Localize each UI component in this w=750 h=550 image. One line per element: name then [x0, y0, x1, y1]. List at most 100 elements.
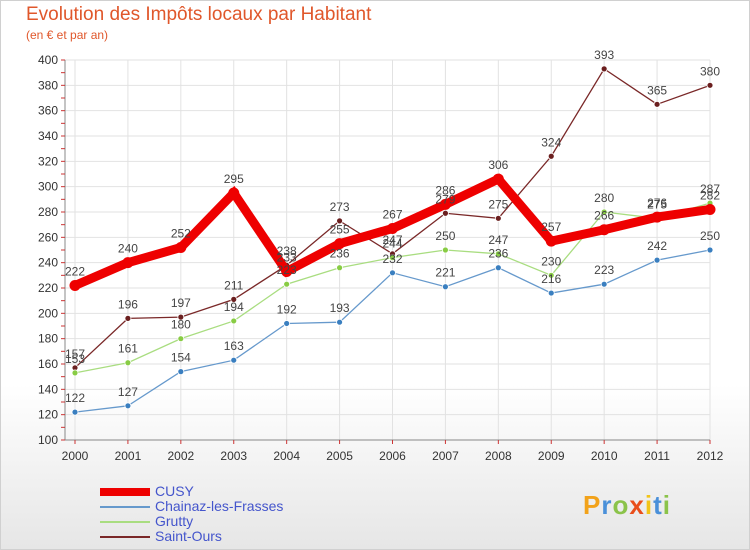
data-point-saint-ours	[547, 152, 555, 160]
y-tick-label: 120	[38, 408, 58, 422]
data-point-chainaz-les-frasses	[283, 320, 291, 327]
data-point-chainaz-les-frasses	[653, 256, 661, 264]
data-label-grutty: 153	[65, 352, 85, 366]
data-point-cusy	[281, 266, 293, 278]
logo-letter: o	[612, 490, 630, 520]
data-label-chainaz-les-frasses: 154	[171, 351, 191, 365]
x-tick-label: 2005	[326, 449, 353, 463]
data-point-chainaz-les-frasses	[230, 356, 238, 364]
data-label-cusy: 252	[171, 226, 191, 240]
proxiti-logo: Proxiti	[583, 490, 671, 521]
data-point-grutty	[230, 317, 238, 325]
x-tick-label: 2006	[379, 449, 406, 463]
data-point-cusy	[704, 203, 716, 215]
x-tick-label: 2008	[485, 449, 512, 463]
data-point-chainaz-les-frasses	[177, 368, 185, 376]
legend-swatch	[100, 536, 150, 538]
data-label-grutty: 280	[594, 191, 614, 205]
data-point-grutty	[494, 250, 502, 258]
x-tick-label: 2001	[115, 449, 142, 463]
y-tick-label: 140	[38, 382, 58, 396]
data-label-saint-ours: 247	[382, 233, 402, 247]
data-point-saint-ours	[230, 295, 238, 303]
data-point-saint-ours	[494, 214, 502, 222]
data-label-cusy: 295	[224, 172, 244, 186]
data-point-saint-ours	[706, 81, 714, 89]
y-tick-label: 180	[38, 332, 58, 346]
legend-swatch	[100, 488, 150, 496]
legend-swatch	[100, 521, 150, 523]
x-tick-label: 2009	[538, 449, 565, 463]
data-label-chainaz-les-frasses: 232	[382, 252, 402, 266]
data-label-saint-ours: 275	[488, 197, 508, 211]
data-point-saint-ours	[177, 313, 185, 321]
data-label-chainaz-les-frasses: 122	[65, 391, 85, 405]
data-label-cusy: 276	[647, 196, 667, 210]
x-tick-label: 2000	[62, 449, 89, 463]
y-tick-label: 200	[38, 306, 58, 320]
data-label-saint-ours: 273	[330, 200, 350, 214]
legend-label: Chainaz-les-Frasses	[155, 498, 284, 514]
data-point-chainaz-les-frasses	[124, 402, 132, 410]
data-point-chainaz-les-frasses	[71, 408, 79, 416]
y-tick-label: 300	[38, 180, 58, 194]
data-point-chainaz-les-frasses	[494, 264, 502, 272]
legend-label: Grutty	[155, 513, 194, 529]
data-point-cusy	[69, 279, 81, 291]
data-label-cusy: 240	[118, 242, 138, 256]
data-point-saint-ours	[124, 314, 132, 322]
data-label-grutty: 223	[277, 263, 297, 277]
data-label-chainaz-les-frasses: 223	[594, 263, 614, 277]
data-label-saint-ours: 157	[65, 347, 85, 361]
data-point-cusy	[545, 235, 557, 247]
x-tick-label: 2003	[220, 449, 247, 463]
data-point-cusy	[598, 224, 610, 236]
data-label-grutty: 180	[171, 318, 191, 332]
data-label-grutty: 236	[330, 247, 350, 261]
y-tick-label: 100	[38, 433, 58, 447]
data-point-chainaz-les-frasses	[706, 246, 714, 254]
data-label-saint-ours: 365	[647, 83, 667, 97]
data-label-grutty: 247	[488, 233, 508, 247]
data-point-cusy	[387, 222, 398, 234]
data-point-chainaz-les-frasses	[336, 318, 343, 326]
data-point-grutty	[71, 369, 79, 377]
data-label-cusy: 266	[594, 209, 614, 223]
data-label-chainaz-les-frasses: 163	[224, 339, 244, 353]
y-tick-label: 260	[38, 230, 58, 244]
x-tick-label: 2012	[697, 449, 724, 463]
data-point-grutty	[600, 208, 608, 216]
data-point-cusy	[228, 187, 240, 199]
data-point-cusy	[334, 238, 346, 250]
logo-letter: P	[583, 490, 602, 520]
data-label-cusy: 233	[277, 251, 297, 265]
data-label-chainaz-les-frasses: 242	[647, 239, 667, 253]
legend-label: CUSY	[155, 483, 194, 499]
y-tick-label: 400	[38, 53, 58, 67]
x-tick-label: 2011	[644, 449, 670, 463]
data-label-chainaz-les-frasses: 236	[488, 247, 508, 261]
data-label-chainaz-les-frasses: 221	[435, 266, 455, 280]
data-label-saint-ours: 238	[277, 244, 297, 258]
data-point-cusy	[122, 257, 134, 269]
data-label-saint-ours: 279	[435, 192, 455, 206]
data-label-cusy: 222	[65, 264, 85, 278]
data-point-saint-ours	[442, 209, 449, 217]
data-point-cusy	[439, 198, 451, 210]
data-point-grutty	[124, 359, 132, 367]
data-label-saint-ours: 380	[700, 64, 720, 78]
line-chart: 100 120 140 160 180 200 220 240 260 280 300 320 340 3…	[38, 48, 724, 463]
x-tick-label: 2002	[167, 449, 194, 463]
data-label-grutty: 287	[700, 182, 720, 196]
data-point-grutty	[177, 335, 185, 343]
data-point-cusy	[651, 211, 663, 223]
data-label-cusy: 255	[330, 223, 350, 237]
data-point-saint-ours	[600, 65, 608, 73]
logo-letter: x	[629, 490, 645, 520]
data-point-grutty	[547, 271, 555, 279]
data-label-saint-ours: 196	[118, 297, 138, 311]
logo-letter: i	[644, 490, 654, 520]
data-label-grutty: 250	[435, 229, 455, 243]
data-label-cusy: 282	[700, 188, 720, 202]
chart-subtitle: (en € et par an)	[26, 28, 109, 42]
